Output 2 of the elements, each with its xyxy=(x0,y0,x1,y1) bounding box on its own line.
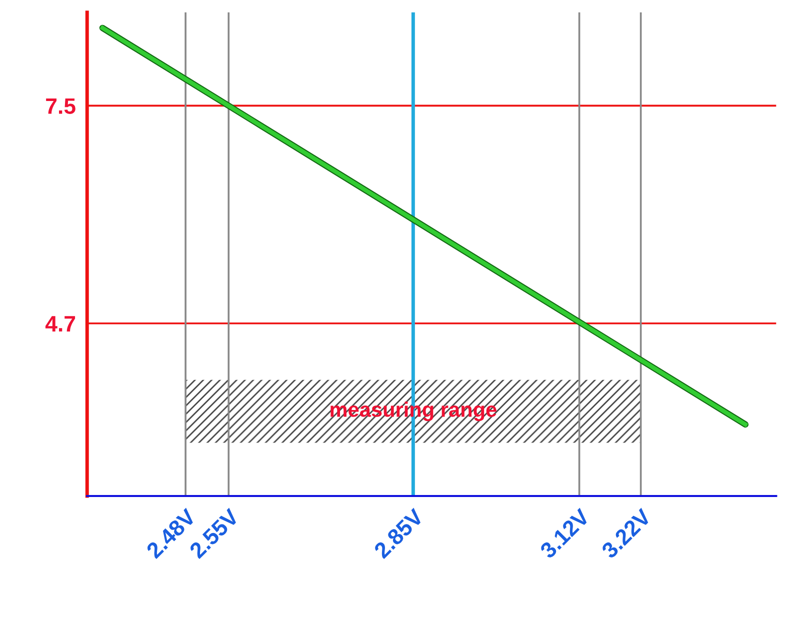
y-tick-label: 4.7 xyxy=(45,316,76,332)
y-tick-label: 7.5 xyxy=(46,98,76,114)
